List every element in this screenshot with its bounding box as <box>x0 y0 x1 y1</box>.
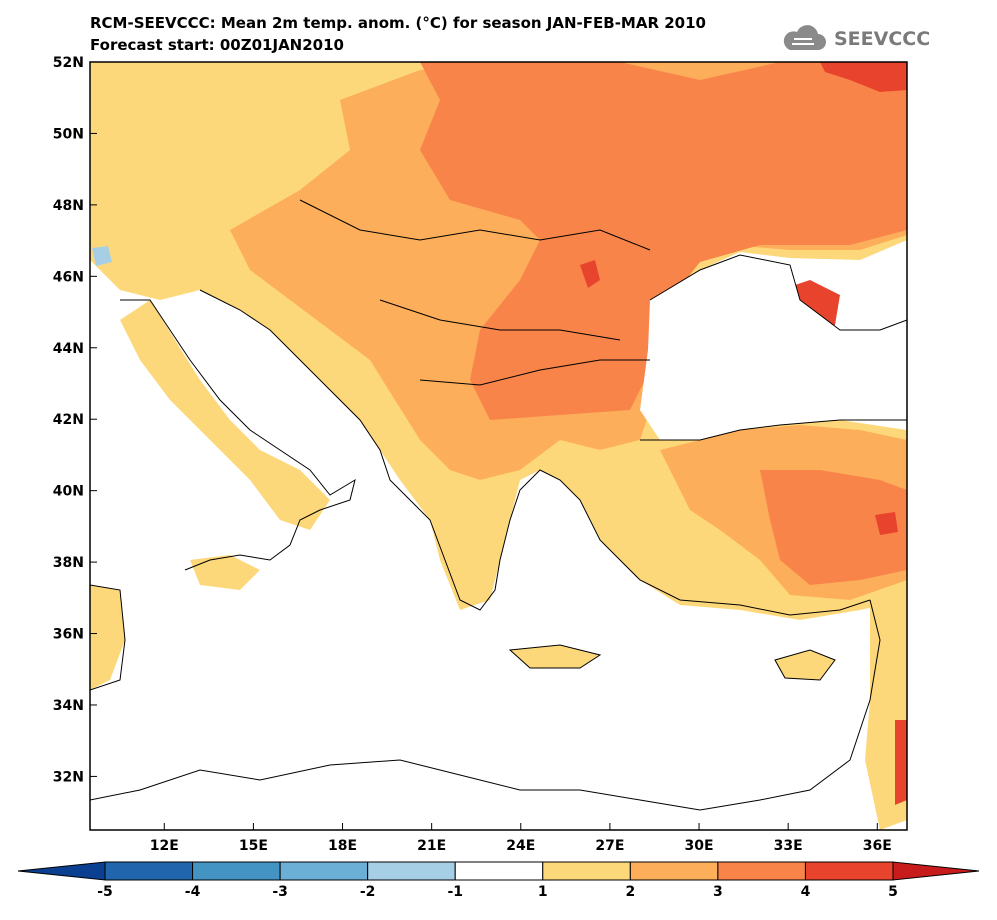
colorbar-label: -4 <box>185 884 201 900</box>
colorbar-box <box>279 861 369 881</box>
cloud-icon <box>783 25 826 50</box>
colorbar-arrow-low <box>17 861 106 881</box>
lon-tick-label: 33E <box>774 838 803 854</box>
seevccc-logo: SEEVCCC <box>778 24 930 54</box>
lat-tick-label: 40N <box>53 484 84 500</box>
lon-tick-label: 15E <box>239 838 268 854</box>
colorbar-arrow-high <box>892 861 980 881</box>
logo-text: SEEVCCC <box>834 28 931 50</box>
lat-tick-label: 42N <box>53 412 84 428</box>
colorbar-label: -3 <box>272 884 288 900</box>
lon-tick-label: 24E <box>506 838 535 854</box>
longitude-axis: 12E 15E 18E 21E 24E 27E 30E 33E 36E <box>150 823 892 854</box>
colorbar-box <box>192 861 281 881</box>
colorbar-box <box>717 861 806 881</box>
lat-tick-label: 38N <box>53 555 84 571</box>
lat-tick-label: 48N <box>53 198 84 214</box>
lon-tick-label: 30E <box>685 838 714 854</box>
colorbar-box <box>367 861 456 881</box>
anomaly-field <box>90 62 907 830</box>
lon-tick-label: 27E <box>595 838 624 854</box>
lon-tick-label: 12E <box>150 838 179 854</box>
colorbar-label: 3 <box>713 884 723 900</box>
coastlines <box>90 199 907 811</box>
lat-tick-label: 52N <box>53 55 84 71</box>
colorbar-box <box>104 861 194 881</box>
lon-tick-label: 18E <box>328 838 357 854</box>
forecast-start-label: Forecast start: 00Z01JAN2010 <box>90 36 344 54</box>
colorbar-label: 2 <box>625 884 635 900</box>
lon-tick-label: 36E <box>863 838 892 854</box>
colorbar: -5 -4 -3 -2 -1 1 2 3 4 5 <box>17 861 980 900</box>
latitude-axis: 52N 50N 48N 46N 44N 42N 40N 38N 36N 34N 32N <box>53 55 97 785</box>
colorbar-label: 1 <box>538 884 548 900</box>
colorbar-label: 5 <box>888 884 898 900</box>
lon-tick-label: 21E <box>417 838 446 854</box>
colorbar-box <box>542 861 631 881</box>
map-title: RCM-SEEVCCC: Mean 2m temp. anom. (°C) fo… <box>90 14 706 32</box>
lat-tick-label: 32N <box>53 769 84 785</box>
map-frame <box>89 61 908 831</box>
colorbar-label: -2 <box>360 884 376 900</box>
colorbar-label: -5 <box>97 884 113 900</box>
colorbar-box <box>629 861 719 881</box>
lat-tick-label: 34N <box>53 698 84 714</box>
lat-tick-label: 44N <box>53 341 84 357</box>
lat-tick-label: 50N <box>53 126 84 142</box>
lat-tick-label: 46N <box>53 269 84 285</box>
colorbar-box <box>804 861 894 881</box>
colorbar-box <box>454 861 544 881</box>
lat-tick-label: 36N <box>53 627 84 643</box>
colorbar-label: 4 <box>801 884 811 900</box>
colorbar-label: -1 <box>447 884 463 900</box>
